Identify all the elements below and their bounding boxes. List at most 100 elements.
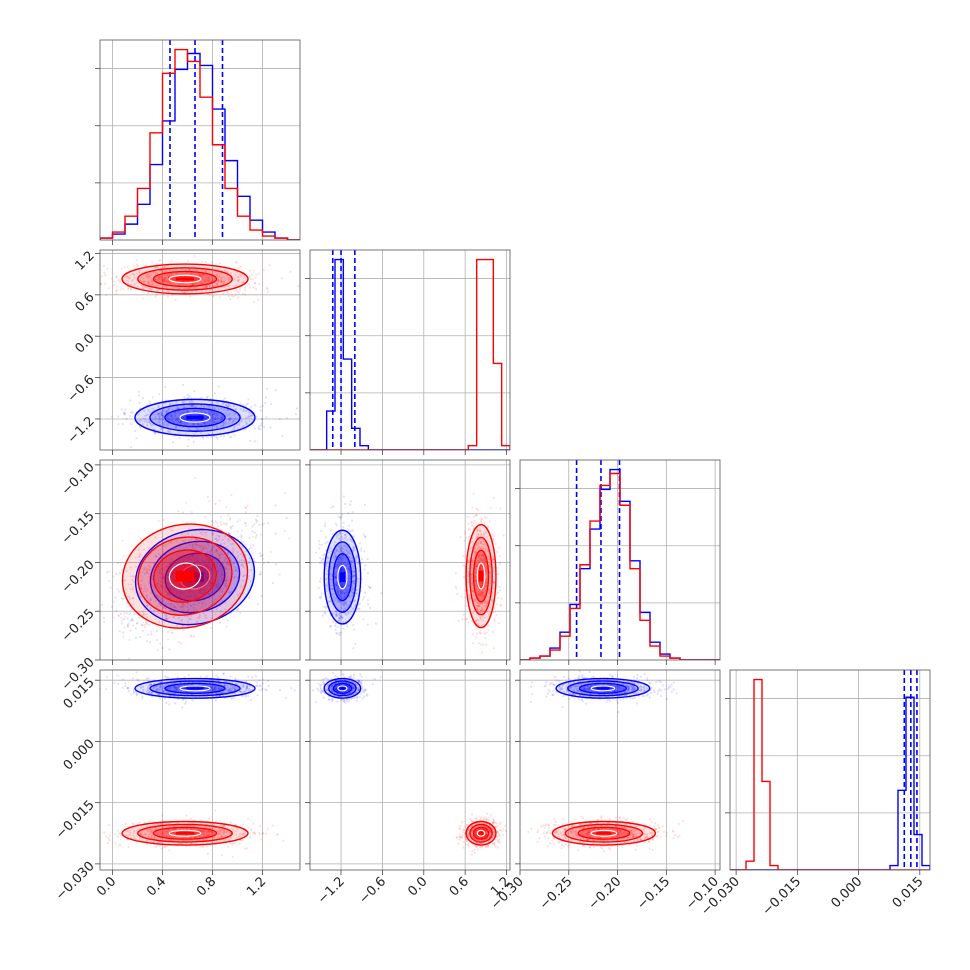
- scatter-point: [145, 264, 148, 267]
- scatter-point: [181, 592, 184, 595]
- panel-2-2: [515, 459, 721, 665]
- scatter-point: [216, 552, 219, 555]
- scatter-point: [249, 544, 252, 547]
- scatter-point: [229, 525, 233, 529]
- scatter-point: [207, 550, 210, 554]
- scatter-point: [172, 610, 175, 613]
- scatter-point: [169, 586, 173, 589]
- scatter-point: [181, 706, 184, 709]
- scatter-point: [211, 547, 214, 550]
- scatter-point: [192, 603, 195, 606]
- scatter-point: [157, 595, 160, 598]
- scatter-point: [191, 400, 195, 403]
- scatter-point: [120, 267, 123, 270]
- scatter-point: [147, 281, 150, 285]
- scatter-point: [240, 281, 244, 284]
- scatter-point: [495, 592, 499, 595]
- scatter-point: [134, 556, 137, 559]
- scatter-point: [238, 592, 241, 595]
- scatter-point: [318, 561, 321, 565]
- scatter-point: [233, 576, 236, 579]
- scatter-point: [278, 689, 282, 692]
- histogram-step-1: [100, 48, 300, 240]
- scatter-point: [138, 269, 141, 273]
- scatter-point: [178, 436, 181, 439]
- scatter-point: [352, 587, 355, 590]
- scatter-point: [170, 597, 173, 600]
- scatter-point: [343, 557, 346, 560]
- scatter-point: [327, 551, 331, 554]
- scatter-point: [173, 560, 176, 563]
- scatter-point: [180, 619, 183, 623]
- scatter-point: [157, 587, 160, 590]
- scatter-point: [220, 280, 223, 283]
- scatter-point: [253, 560, 256, 563]
- panel-0-0: [95, 39, 301, 245]
- scatter-point: [483, 515, 486, 518]
- scatter-point: [134, 627, 138, 630]
- scatter-point: [204, 277, 208, 281]
- scatter-point: [153, 593, 156, 596]
- scatter-point: [329, 568, 332, 571]
- scatter-point: [214, 550, 217, 553]
- scatter-point: [140, 586, 143, 589]
- scatter-point: [210, 582, 213, 585]
- scatter-point: [149, 283, 152, 286]
- scatter-point: [150, 578, 153, 581]
- y-tick-label: 1.2: [72, 248, 97, 273]
- scatter-point: [208, 565, 211, 569]
- scatter-point: [212, 420, 216, 424]
- scatter-point: [205, 578, 208, 581]
- scatter-point: [177, 419, 180, 422]
- scatter-point: [170, 579, 173, 582]
- scatter-point: [201, 566, 204, 570]
- scatter-point: [150, 279, 154, 283]
- scatter-point: [265, 416, 268, 419]
- scatter-point: [168, 648, 171, 651]
- scatter-point: [197, 573, 200, 576]
- scatter-point: [231, 428, 234, 431]
- scatter-point: [343, 595, 346, 598]
- scatter-point: [261, 553, 264, 556]
- scatter-point: [228, 412, 231, 416]
- scatter-point: [115, 288, 119, 291]
- scatter-point: [185, 584, 188, 588]
- scatter-point: [204, 565, 208, 568]
- scatter-point: [170, 603, 173, 606]
- scatter-point: [243, 521, 246, 525]
- scatter-point: [335, 571, 338, 574]
- scatter-point: [138, 418, 142, 422]
- scatter-point: [197, 587, 200, 591]
- scatter-point: [205, 558, 208, 561]
- scatter-point: [196, 616, 199, 619]
- scatter-point: [179, 420, 183, 423]
- scatter-point: [183, 583, 186, 586]
- scatter-point: [248, 557, 251, 560]
- scatter-point: [120, 596, 123, 600]
- scatter-point: [164, 561, 167, 564]
- scatter-point: [209, 550, 212, 553]
- scatter-point: [210, 435, 213, 438]
- scatter-point: [213, 407, 216, 410]
- scatter-point: [149, 288, 152, 291]
- scatter-point: [127, 689, 131, 693]
- scatter-point: [467, 522, 470, 526]
- scatter-point: [236, 566, 239, 570]
- scatter-point: [345, 603, 348, 606]
- panel-1-0: −1.2−0.60.00.61.2: [65, 248, 301, 455]
- scatter-point: [162, 423, 165, 426]
- scatter-point: [201, 602, 204, 605]
- scatter-point: [215, 421, 219, 424]
- scatter-point: [239, 419, 243, 423]
- scatter-point: [340, 549, 343, 552]
- scatter-point: [132, 691, 135, 695]
- scatter-point: [147, 421, 150, 424]
- scatter-point: [197, 544, 200, 547]
- scatter-point: [207, 592, 210, 595]
- scatter-point: [188, 584, 192, 587]
- scatter-point: [341, 621, 345, 624]
- scatter-point: [208, 289, 212, 292]
- scatter-point: [245, 506, 248, 509]
- scatter-point: [138, 555, 141, 559]
- panel-1-1: [305, 249, 511, 455]
